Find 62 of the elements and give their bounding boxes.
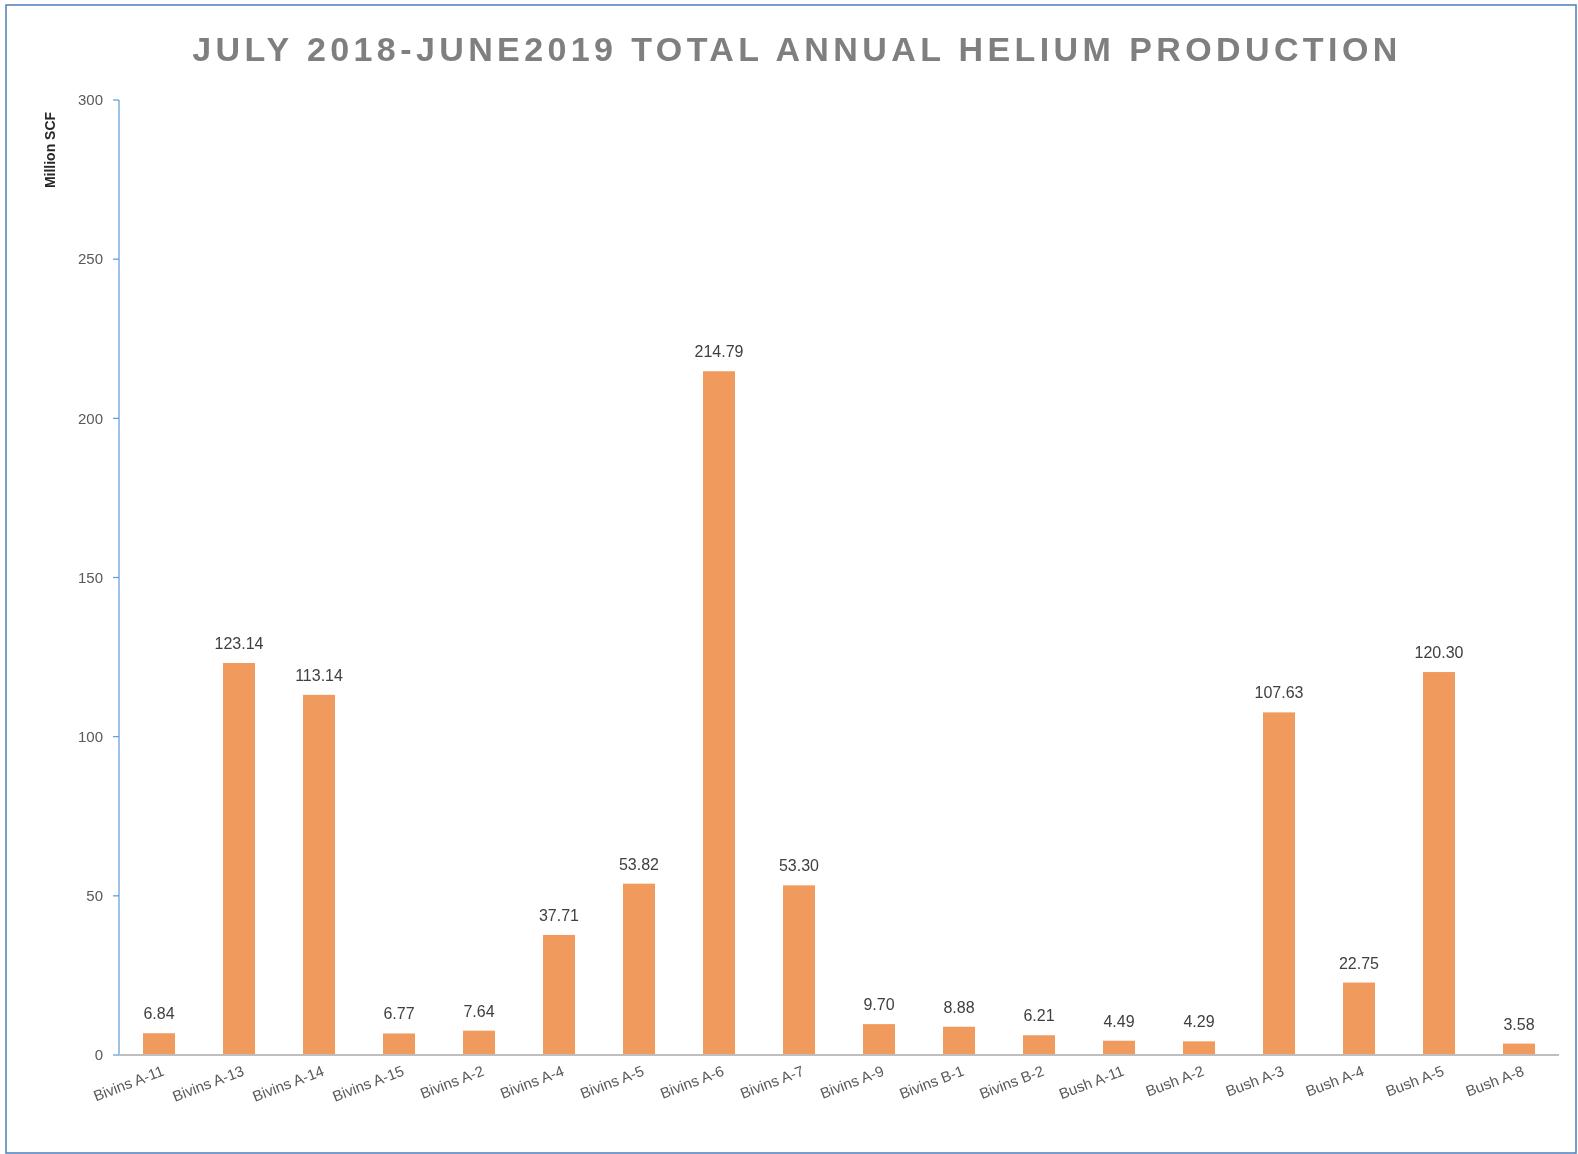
y-tick-label: 100: [77, 727, 103, 745]
x-tick-label: Bush A-2: [1143, 1061, 1207, 1100]
data-label: 3.58: [1503, 1015, 1535, 1033]
data-label: 107.63: [1254, 684, 1304, 702]
bar: [1263, 712, 1295, 1055]
bar: [1343, 982, 1375, 1055]
data-label: 53.30: [778, 857, 820, 875]
x-tick-label: Bush A-8: [1463, 1061, 1527, 1100]
y-axis-title: Million SCF: [42, 111, 58, 189]
data-label: 120.30: [1414, 644, 1464, 662]
bar: [783, 885, 815, 1055]
y-tick-label: 300: [77, 91, 103, 109]
x-tick-label: Bush A-4: [1303, 1061, 1367, 1100]
x-tick-label: Bivins A-2: [417, 1061, 487, 1102]
data-label: 4.29: [1183, 1013, 1215, 1031]
x-tick-label: Bivins A-15: [329, 1061, 407, 1105]
bar: [143, 1033, 175, 1055]
y-tick-label: 0: [94, 1046, 103, 1064]
x-tick-label: Bivins A-13: [169, 1061, 247, 1105]
y-tick-label: 150: [77, 568, 103, 586]
data-label: 214.79: [694, 343, 744, 361]
x-tick-label: Bivins A-9: [817, 1061, 887, 1102]
x-tick-label: Bivins B-2: [976, 1061, 1047, 1102]
data-label: 6.84: [143, 1005, 175, 1023]
x-tick-label: Bivins A-7: [737, 1061, 807, 1102]
data-label: 7.64: [463, 1002, 495, 1020]
bar: [1183, 1041, 1215, 1055]
bar: [303, 694, 335, 1055]
bar: [863, 1024, 895, 1055]
bar: [943, 1026, 975, 1055]
data-label: 6.21: [1023, 1007, 1055, 1025]
chart-title: JULY 2018-JUNE2019 TOTAL ANNUAL HELIUM PRODUCTION: [192, 30, 1402, 68]
y-tick-label: 50: [86, 887, 103, 905]
data-label: 53.82: [618, 855, 660, 873]
x-tick-label: Bivins A-14: [249, 1061, 327, 1105]
x-tick-label: Bivins A-11: [90, 1061, 167, 1105]
data-label: 37.71: [538, 906, 580, 924]
bar: [703, 371, 735, 1055]
bar: [223, 663, 255, 1055]
bar: [383, 1033, 415, 1055]
data-label: 6.77: [383, 1005, 415, 1023]
data-label: 8.88: [943, 998, 975, 1016]
bar: [1103, 1040, 1135, 1055]
x-tick-label: Bivins A-5: [577, 1061, 647, 1102]
bar: [543, 934, 575, 1055]
data-label: 22.75: [1338, 954, 1380, 972]
y-tick-label: 200: [77, 409, 103, 427]
data-label: 9.70: [863, 996, 895, 1014]
bar: [1423, 672, 1455, 1055]
x-tick-label: Bivins B-1: [896, 1061, 967, 1102]
x-tick-label: Bush A-3: [1223, 1061, 1287, 1100]
x-tick-label: Bush A-5: [1383, 1061, 1447, 1100]
x-tick-label: Bivins A-4: [497, 1061, 567, 1102]
bar: [463, 1030, 495, 1055]
y-tick-label: 250: [77, 250, 103, 268]
x-tick-label: Bush A-11: [1056, 1061, 1127, 1103]
data-label: 4.49: [1103, 1012, 1135, 1030]
x-tick-label: Bivins A-6: [657, 1061, 727, 1102]
data-label: 123.14: [214, 635, 264, 652]
bar: [623, 883, 655, 1055]
bar: [1023, 1035, 1055, 1055]
data-label: 113.14: [295, 666, 343, 684]
